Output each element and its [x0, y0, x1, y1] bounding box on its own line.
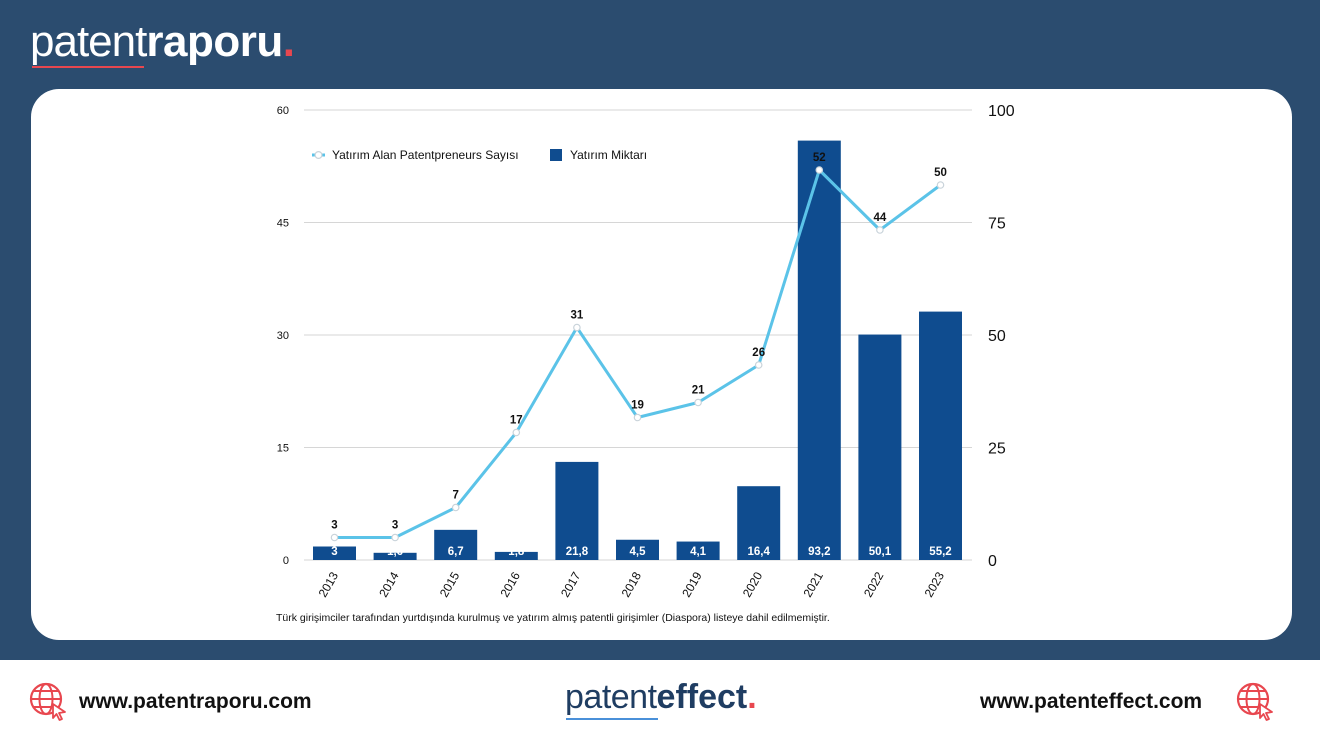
bar	[858, 334, 902, 560]
line-value-label: 3	[331, 520, 337, 532]
line-value-label: 52	[813, 152, 826, 164]
x-tick-label: 2020	[740, 569, 766, 599]
bar-value-label: 55,2	[929, 546, 951, 558]
line-point	[573, 323, 581, 332]
x-tick-label: 2017	[558, 569, 584, 599]
x-tick-label: 2013	[316, 569, 342, 599]
line-value-label: 7	[452, 490, 458, 502]
logo-text-light: patent	[565, 678, 657, 716]
line-value-label: 21	[692, 385, 705, 397]
line-point	[694, 398, 702, 407]
line-point	[633, 413, 642, 422]
left-tick-label: 0	[283, 555, 289, 567]
line-point	[754, 361, 763, 369]
right-tick-label: 25	[988, 441, 1006, 458]
legend-label-line: Yatırım Alan Patentpreneurs Sayısı	[332, 148, 519, 162]
line-value-label: 44	[874, 212, 887, 224]
bar-value-label: 3	[331, 546, 337, 558]
line-series	[334, 168, 942, 539]
line-point	[330, 533, 339, 542]
bar-value-label: 1,8	[508, 546, 525, 558]
globe-cursor-icon[interactable]	[29, 682, 69, 722]
bar	[676, 541, 720, 560]
bar-value-label: 93,2	[808, 546, 830, 558]
line-point	[876, 226, 884, 234]
logo-underline	[566, 718, 658, 720]
line-point	[936, 181, 945, 189]
bar	[555, 461, 599, 560]
bar	[494, 551, 538, 560]
x-tick-label: 2023	[922, 569, 948, 599]
logo-text-light: patent	[30, 17, 147, 66]
patentraporu-logo[interactable]: patentraporu.	[30, 14, 295, 70]
line-value-label: 19	[631, 400, 644, 412]
bar-value-label: 21,8	[566, 546, 589, 558]
legend: Yatırım Alan Patentpreneurs Sayısı Yatırı…	[312, 148, 647, 162]
left-tick-label: 15	[277, 443, 289, 455]
x-tick-label: 2014	[376, 569, 402, 599]
x-tick-label: 2022	[861, 569, 887, 599]
right-tick-label: 0	[988, 553, 997, 570]
line-value-label: 31	[571, 310, 584, 322]
chart-footnote: Türk girişimciler tarafından yurtdışında…	[276, 612, 830, 624]
logo-text-bold: effect	[656, 678, 748, 716]
patenteffect-logo[interactable]: patenteffect.	[565, 678, 757, 720]
line-value-label: 50	[934, 167, 947, 179]
line-point	[815, 166, 824, 174]
right-tick-label: 75	[988, 216, 1006, 233]
bar	[616, 539, 659, 560]
left-axis: 0 15 30 45 60	[277, 105, 289, 567]
bar-value-label: 16,4	[748, 546, 771, 558]
line-point	[451, 503, 460, 512]
line-value-label: 26	[752, 347, 765, 359]
left-tick-label: 45	[277, 218, 289, 230]
logo-text-bold: raporu	[146, 17, 283, 66]
bar	[737, 486, 781, 560]
x-tick-label: 2021	[800, 569, 826, 599]
x-tick-label: 2019	[679, 569, 705, 599]
left-tick-label: 60	[277, 105, 289, 117]
right-tick-label: 50	[988, 328, 1006, 345]
bar	[797, 140, 841, 560]
bar-value-label: 4,1	[690, 546, 707, 558]
bar	[373, 552, 417, 560]
legend-bar-swatch	[550, 149, 562, 161]
x-tick-label: 2015	[437, 569, 463, 599]
bar-value-label: 50,1	[869, 546, 892, 558]
patentraporu-link[interactable]: www.patentraporu.com	[79, 690, 312, 713]
logo-dot: .	[747, 678, 757, 716]
line-layer: 3 3 7 17 31 19 21 26 52 44 50	[330, 152, 947, 542]
x-tick-label: 2016	[497, 569, 523, 599]
line-value-label: 17	[510, 415, 523, 427]
legend-label-bar: Yatırım Miktarı	[570, 148, 647, 162]
logo-dot: .	[282, 17, 295, 66]
chart-svg: 0 15 30 45 60 0 25 50 75 100 3 1,6 6,7 1,8 21,8 4,5 4,…	[276, 103, 1015, 624]
line-point	[512, 428, 521, 437]
right-axis: 0 25 50 75 100	[988, 103, 1015, 570]
patenteffect-link[interactable]: www.patenteffect.com	[980, 690, 1203, 713]
bar-value-label: 1,6	[387, 546, 403, 558]
x-tick-label: 2018	[619, 569, 645, 599]
legend-line-marker	[314, 150, 323, 159]
line-value-label: 3	[392, 520, 398, 532]
chart-card: 0 15 30 45 60 0 25 50 75 100 3 1,6 6,7 1,8 21,8 4,5 4,…	[31, 89, 1292, 640]
globe-cursor-icon[interactable]	[1236, 682, 1276, 722]
bar-value-label: 4,5	[630, 546, 647, 558]
right-tick-label: 100	[988, 103, 1015, 120]
footer: www.patentraporu.com patenteffect. www.p…	[0, 660, 1320, 742]
x-axis: 2013 2014 2015 2016 2017 2018 2019 2020 2021 2022…	[316, 569, 948, 599]
bars-layer: 3 1,6 6,7 1,8 21,8 4,5 4,1 16,4 93,2 50,1 55,2	[313, 140, 962, 560]
logo-underline	[32, 66, 144, 68]
bar-value-label: 6,7	[448, 546, 464, 558]
bar	[434, 529, 478, 560]
left-tick-label: 30	[277, 330, 289, 342]
line-point	[391, 533, 399, 542]
bar	[919, 311, 962, 560]
bar	[313, 546, 356, 560]
